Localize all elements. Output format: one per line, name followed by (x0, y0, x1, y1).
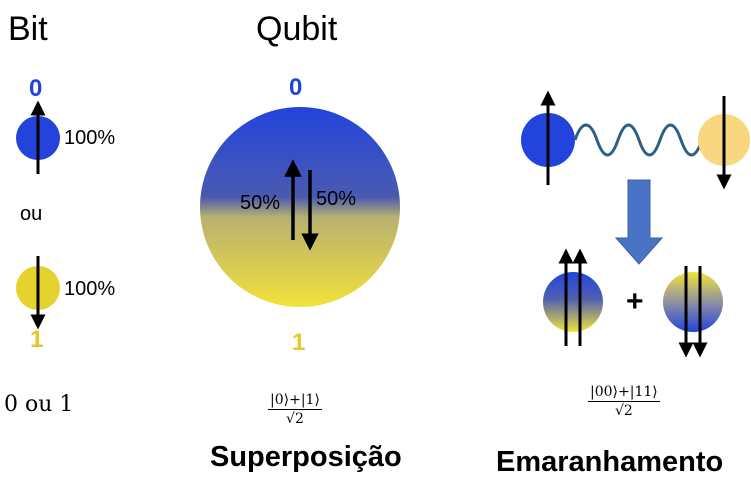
superposition-formula: |0⟩+|1⟩ √2 (268, 393, 322, 426)
bit-prob-zero: 100% (64, 127, 116, 149)
qubit-sphere (200, 107, 400, 307)
entanglement-formula: |00⟩+|11⟩ √2 (588, 385, 660, 418)
state-11-sphere (663, 272, 723, 332)
qubit-state-zero: 0 (289, 74, 303, 101)
plus-sign: + (626, 285, 644, 318)
qubit-prob-up: 50% (240, 192, 281, 214)
transition-arrow (614, 179, 664, 265)
bit-caption: 0 ou 1 (4, 392, 74, 417)
superposition-formula-numerator: |0⟩+|1⟩ (268, 392, 322, 410)
bit-state-one: 1 (30, 326, 44, 353)
qubit-title: Qubit (256, 10, 338, 48)
bit-prob-one: 100% (64, 278, 116, 300)
bit-state-zero: 0 (29, 75, 43, 102)
entanglement-formula-numerator: |00⟩+|11⟩ (588, 384, 660, 402)
entanglement-wave (573, 123, 704, 157)
qubit-prob-down: 50% (316, 188, 357, 210)
bit-title: Bit (8, 10, 48, 48)
qubit-state-one: 1 (292, 329, 306, 356)
entanglement-label: Emaranhamento (496, 446, 724, 478)
bit-or-text: ou (20, 203, 43, 225)
superposition-label: Superposição (210, 441, 402, 473)
state-00-sphere (543, 272, 603, 332)
superposition-formula-denominator: √2 (286, 411, 304, 427)
entanglement-formula-denominator: √2 (614, 403, 633, 419)
